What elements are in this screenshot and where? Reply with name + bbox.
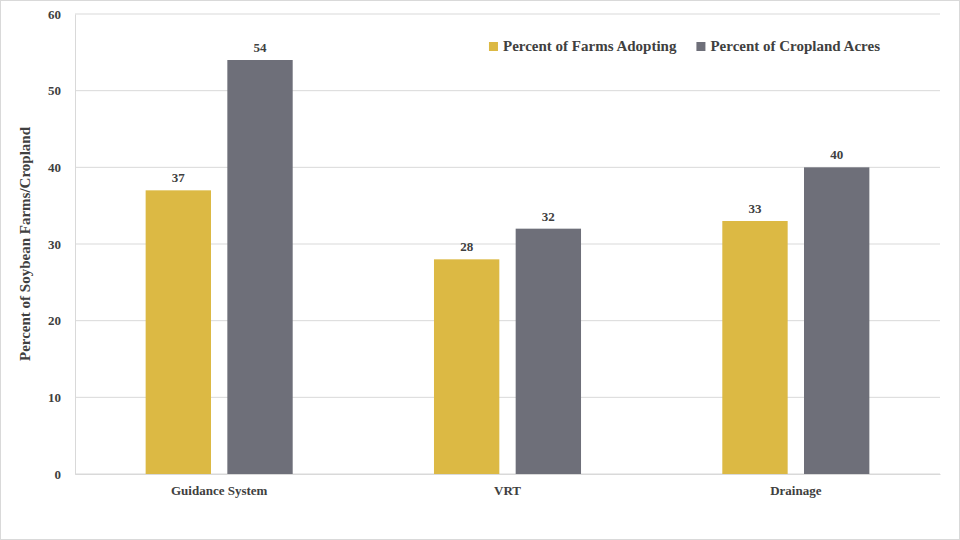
chart-border — [1, 1, 960, 540]
bar — [227, 60, 292, 474]
y-axis: 0 10 20 30 40 50 60 — [48, 7, 76, 482]
grid-line — [75, 14, 940, 15]
legend-swatch — [696, 42, 705, 51]
y-tick: 60 — [48, 7, 75, 22]
y-axis-title: Percent of Soybean Farms/Cropland — [17, 126, 33, 361]
data-label: 28 — [460, 239, 474, 254]
chart-container: 0 10 20 30 40 50 60 Guidance System VRT Drainage 3… — [0, 0, 960, 540]
y-tick: 10 — [48, 390, 75, 405]
chart-svg: 0 10 20 30 40 50 60 Guidance System VRT Drainage 3… — [0, 0, 960, 540]
y-tick: 20 — [48, 313, 75, 328]
data-label: 33 — [748, 201, 762, 216]
data-label: 32 — [542, 209, 555, 224]
x-tick: Guidance System — [171, 483, 268, 498]
data-label: 37 — [172, 170, 186, 185]
bar — [804, 167, 869, 474]
y-tick-label: 20 — [48, 313, 61, 328]
legend-label: Percent of Cropland Acres — [710, 38, 880, 54]
data-labels: 37 28 33 54 32 40 — [172, 40, 843, 254]
bar — [146, 190, 211, 474]
x-tick-label: Drainage — [770, 483, 822, 498]
plot-area: 0 10 20 30 40 50 60 Guidance System VRT Drainage 3… — [48, 7, 941, 499]
x-axis: Guidance System VRT Drainage — [76, 475, 941, 499]
data-label: 40 — [830, 147, 843, 162]
data-label: 54 — [254, 40, 268, 55]
grid — [75, 14, 940, 474]
x-tick: Drainage — [770, 483, 822, 498]
y-tick: 50 — [48, 83, 75, 98]
x-axis-line — [76, 474, 941, 475]
bar — [722, 221, 787, 474]
bars — [146, 60, 870, 474]
y-tick: 30 — [48, 237, 75, 252]
y-tick: 0 — [55, 467, 76, 482]
y-tick-label: 50 — [48, 83, 61, 98]
legend-swatch — [489, 42, 498, 51]
legend-item: Percent of Farms Adopting — [489, 38, 677, 54]
y-tick-label: 60 — [48, 7, 61, 22]
legend-label: Percent of Farms Adopting — [503, 38, 677, 54]
y-tick-label: 0 — [55, 467, 62, 482]
y-tick-label: 10 — [48, 390, 61, 405]
bar — [516, 229, 581, 474]
x-tick: VRT — [494, 483, 521, 498]
bar — [434, 259, 499, 474]
grid-line — [75, 90, 940, 91]
y-tick: 40 — [48, 160, 75, 175]
x-tick-label: VRT — [494, 483, 521, 498]
legend-item: Percent of Cropland Acres — [696, 38, 880, 54]
y-tick-label: 40 — [48, 160, 61, 175]
x-tick-label: Guidance System — [171, 483, 268, 498]
y-tick-label: 30 — [48, 237, 61, 252]
legend: Percent of Farms Adopting Percent of Crop… — [489, 38, 880, 54]
y-axis-line — [75, 15, 76, 475]
